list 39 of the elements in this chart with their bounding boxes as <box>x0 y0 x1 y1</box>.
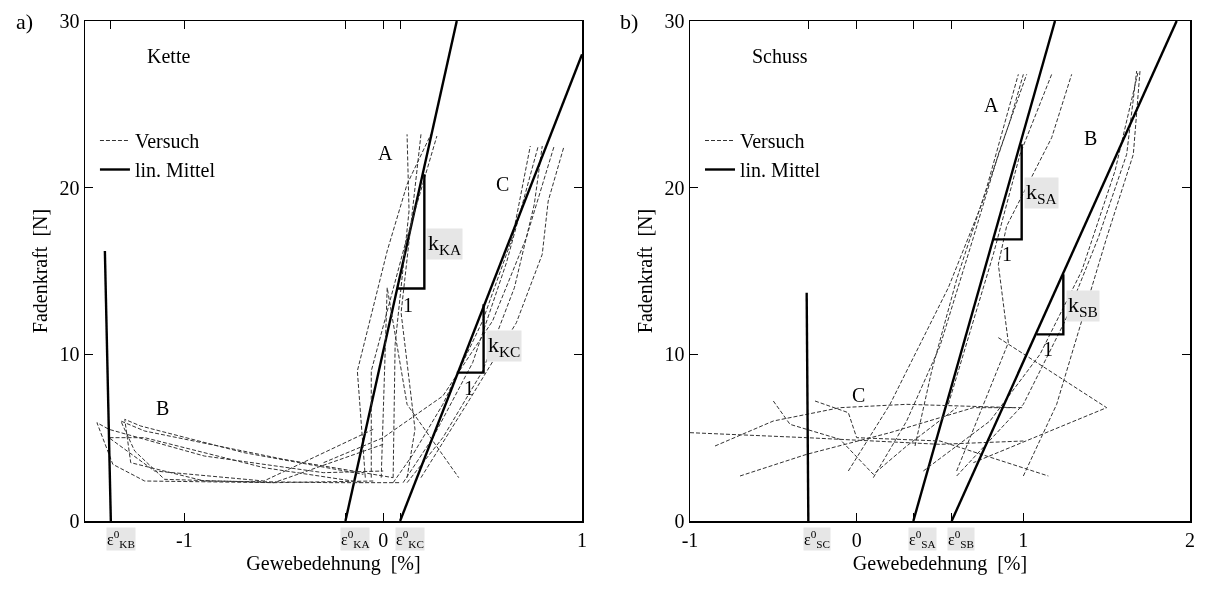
annotation: A <box>984 94 999 116</box>
y-tick-label: 10 <box>59 343 80 366</box>
annotation: C <box>496 173 510 195</box>
x-tick-label: 1 <box>1018 528 1029 551</box>
y-tick-label: 0 <box>69 510 80 532</box>
legend-label: lin. Mittel <box>134 159 216 182</box>
annotation: Schuss <box>752 45 808 67</box>
annotation: B <box>156 397 170 419</box>
annotation: C <box>852 384 866 406</box>
x-axis-title: Gewebedehnung [%] <box>246 551 421 575</box>
y-tick-label: 10 <box>664 343 685 366</box>
legend-label: Versuch <box>134 130 200 153</box>
annotation: 1 <box>1043 338 1053 360</box>
y-tick-label: 30 <box>664 10 685 32</box>
chart-title: b) <box>620 9 639 34</box>
legend-label: lin. Mittel <box>740 159 821 182</box>
annotation: k$_{SB}$ <box>1068 292 1098 320</box>
x-tick-label: -1 <box>176 528 193 551</box>
annotation: 1 <box>464 377 474 399</box>
annotation: k$_{KC}$ <box>488 332 521 360</box>
annotation: 1 <box>1002 243 1012 265</box>
annotation: B <box>1084 127 1098 149</box>
annotation: k$_{SA}$ <box>1026 179 1057 207</box>
y-axis-title: Fadenkraft [N] <box>634 208 657 334</box>
y-tick-label: 20 <box>59 176 80 199</box>
x-tick-label: 0 <box>378 528 389 551</box>
x-tick-label: 2 <box>1185 528 1195 551</box>
x-tick-label: 1 <box>577 528 587 551</box>
annotation: Kette <box>147 45 191 67</box>
y-tick-label: 20 <box>664 176 685 199</box>
annotation: 1 <box>403 294 413 316</box>
x-axis-title: Gewebedehnung [%] <box>852 551 1028 575</box>
y-tick-label: 30 <box>59 10 80 32</box>
annotation: A <box>378 142 393 164</box>
legend-label: Versuch <box>740 130 805 153</box>
chart-title: a) <box>16 9 34 34</box>
x-tick-label: 0 <box>851 528 862 551</box>
annotation: k$_{KA}$ <box>428 230 462 258</box>
y-axis-title: Fadenkraft [N] <box>29 208 52 334</box>
